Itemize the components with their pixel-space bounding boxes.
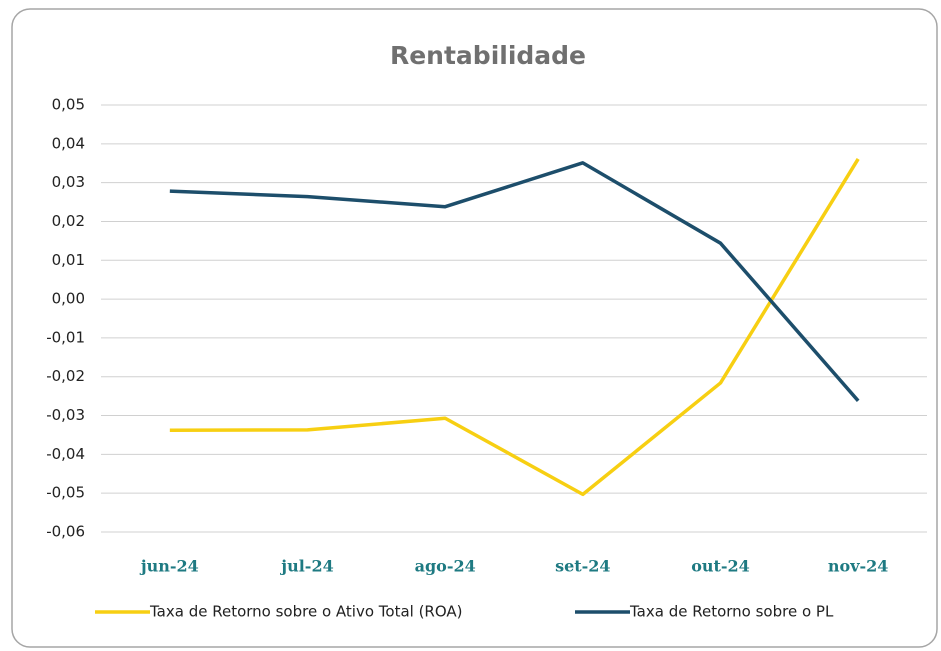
y-tick-label: -0,04 [46,445,85,463]
y-tick-label: -0,01 [46,328,85,346]
x-tick-label: jun-24 [139,557,199,576]
y-tick-label: 0,03 [52,173,85,191]
chart-frame [11,8,938,648]
chart-title: Rentabilidade [390,41,586,70]
y-tick-label: 0,04 [52,134,85,152]
y-tick-label: 0,01 [52,251,85,269]
x-tick-label: set-24 [555,557,610,576]
x-tick-label: ago-24 [415,557,476,576]
y-tick-label: 0,05 [52,96,85,114]
x-tick-label: jul-24 [279,557,333,576]
y-tick-label: 0,02 [52,212,85,230]
series-line [169,161,860,402]
y-tick-label: -0,03 [46,406,85,424]
legend-label: Taxa de Retorno sobre o Ativo Total (ROA… [149,603,463,621]
series-line [169,158,860,497]
x-tick-label: out-24 [691,557,750,576]
y-tick-label: 0,00 [52,290,85,308]
y-tick-label: -0,06 [46,523,85,541]
x-tick-label: nov-24 [828,557,889,576]
y-tick-label: -0,05 [46,484,85,502]
y-tick-label: -0,02 [46,367,85,385]
legend-label: Taxa de Retorno sobre o PL [629,603,834,621]
